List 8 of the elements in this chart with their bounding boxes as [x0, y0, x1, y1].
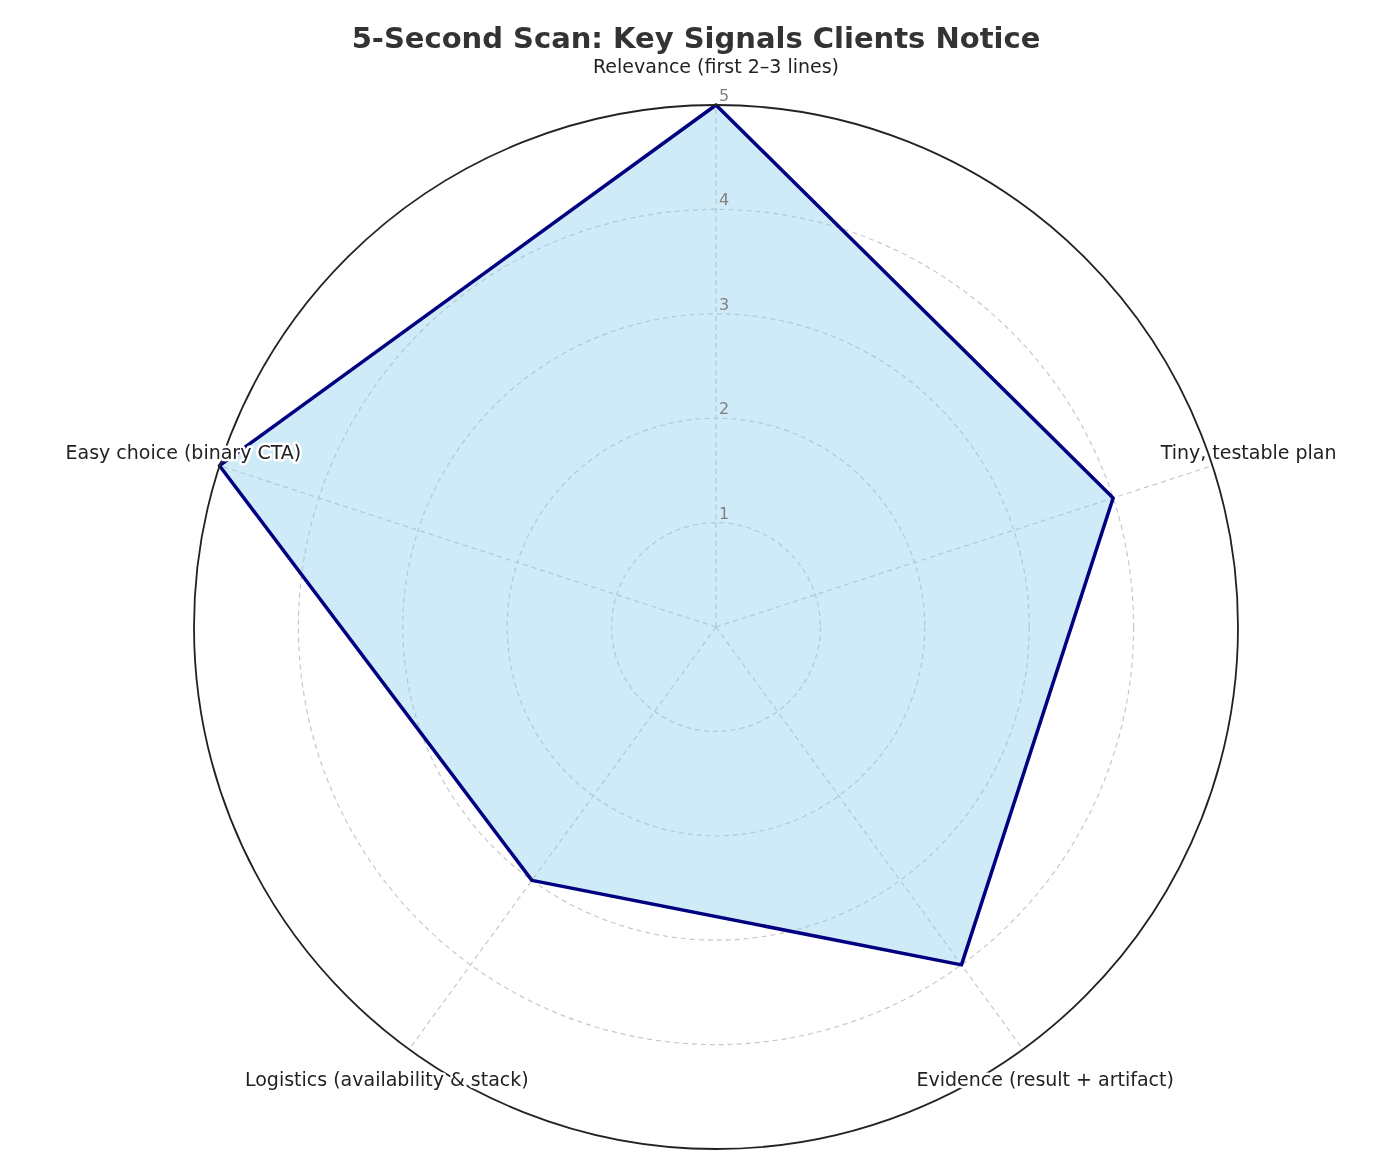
y-tick-label: 5 — [719, 86, 730, 105]
spoke-label: Relevance (first 2–3 lines) — [592, 54, 840, 77]
y-tick-label: 4 — [719, 190, 730, 210]
chart-title: 5-Second Scan: Key Signals Clients Notice — [351, 21, 1041, 55]
y-tick-label: 3 — [719, 294, 730, 314]
y-tick-label: 2 — [719, 399, 730, 419]
y-tick-label: 1 — [719, 503, 730, 523]
spoke-label: Tiny, testable plan — [1159, 441, 1337, 464]
